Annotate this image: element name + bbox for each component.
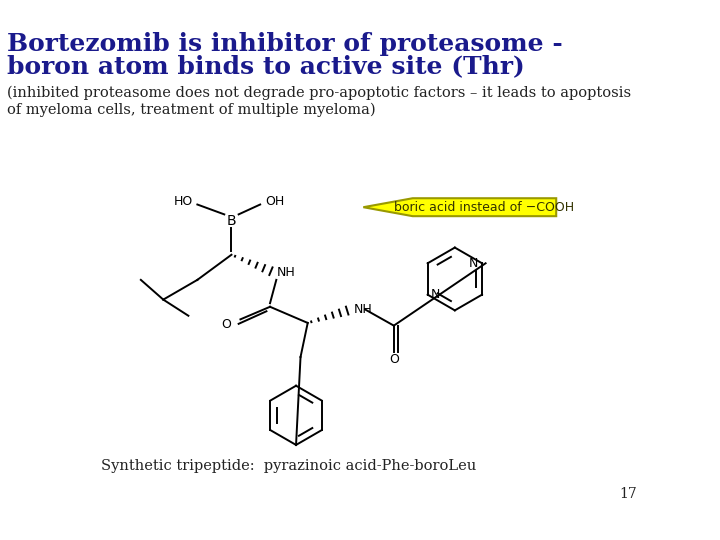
Polygon shape: [364, 198, 557, 216]
Text: Synthetic tripeptide:  pyrazinoic acid-Phe-boroLeu: Synthetic tripeptide: pyrazinoic acid-Ph…: [102, 458, 477, 472]
Text: HO: HO: [174, 195, 193, 208]
Text: Bortezomib is inhibitor of proteasome -: Bortezomib is inhibitor of proteasome -: [7, 32, 563, 56]
Text: OH: OH: [266, 195, 285, 208]
Text: (inhibited proteasome does not degrade pro-apoptotic factors – it leads to apopt: (inhibited proteasome does not degrade p…: [7, 86, 631, 117]
Text: O: O: [222, 318, 231, 331]
Text: NH: NH: [354, 303, 372, 316]
Text: 17: 17: [619, 487, 637, 501]
Text: N: N: [431, 288, 441, 301]
Text: B: B: [227, 214, 236, 228]
Text: N: N: [469, 257, 478, 270]
Text: boron atom binds to active site (Thr): boron atom binds to active site (Thr): [7, 55, 525, 79]
Text: O: O: [389, 353, 399, 366]
Text: boric acid instead of −COOH: boric acid instead of −COOH: [395, 201, 575, 214]
Text: NH: NH: [277, 266, 296, 279]
